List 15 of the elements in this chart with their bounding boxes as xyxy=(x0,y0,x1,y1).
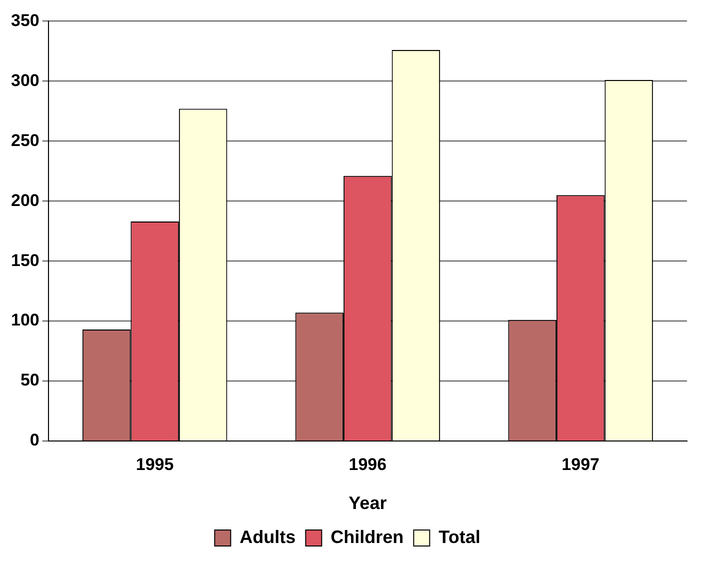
y-tick-label: 200 xyxy=(10,190,40,210)
x-tick-label: 1996 xyxy=(348,454,387,474)
x-tick-label: 1997 xyxy=(562,454,600,474)
x-axis-title: Year xyxy=(348,493,387,514)
y-tick-label: 250 xyxy=(10,130,40,150)
y-tick-label: 0 xyxy=(30,430,40,450)
y-tick-label: 150 xyxy=(10,250,40,270)
y-tick-label: 50 xyxy=(20,370,40,390)
y-tick-label: 100 xyxy=(10,310,40,330)
y-tick-label: 300 xyxy=(10,70,40,90)
y-tick-label: 350 xyxy=(10,10,40,30)
legend-label: Adults xyxy=(240,526,296,547)
legend-label: Total xyxy=(438,526,480,547)
legend-label: Children xyxy=(330,526,404,547)
x-tick-label: 1995 xyxy=(136,454,174,474)
